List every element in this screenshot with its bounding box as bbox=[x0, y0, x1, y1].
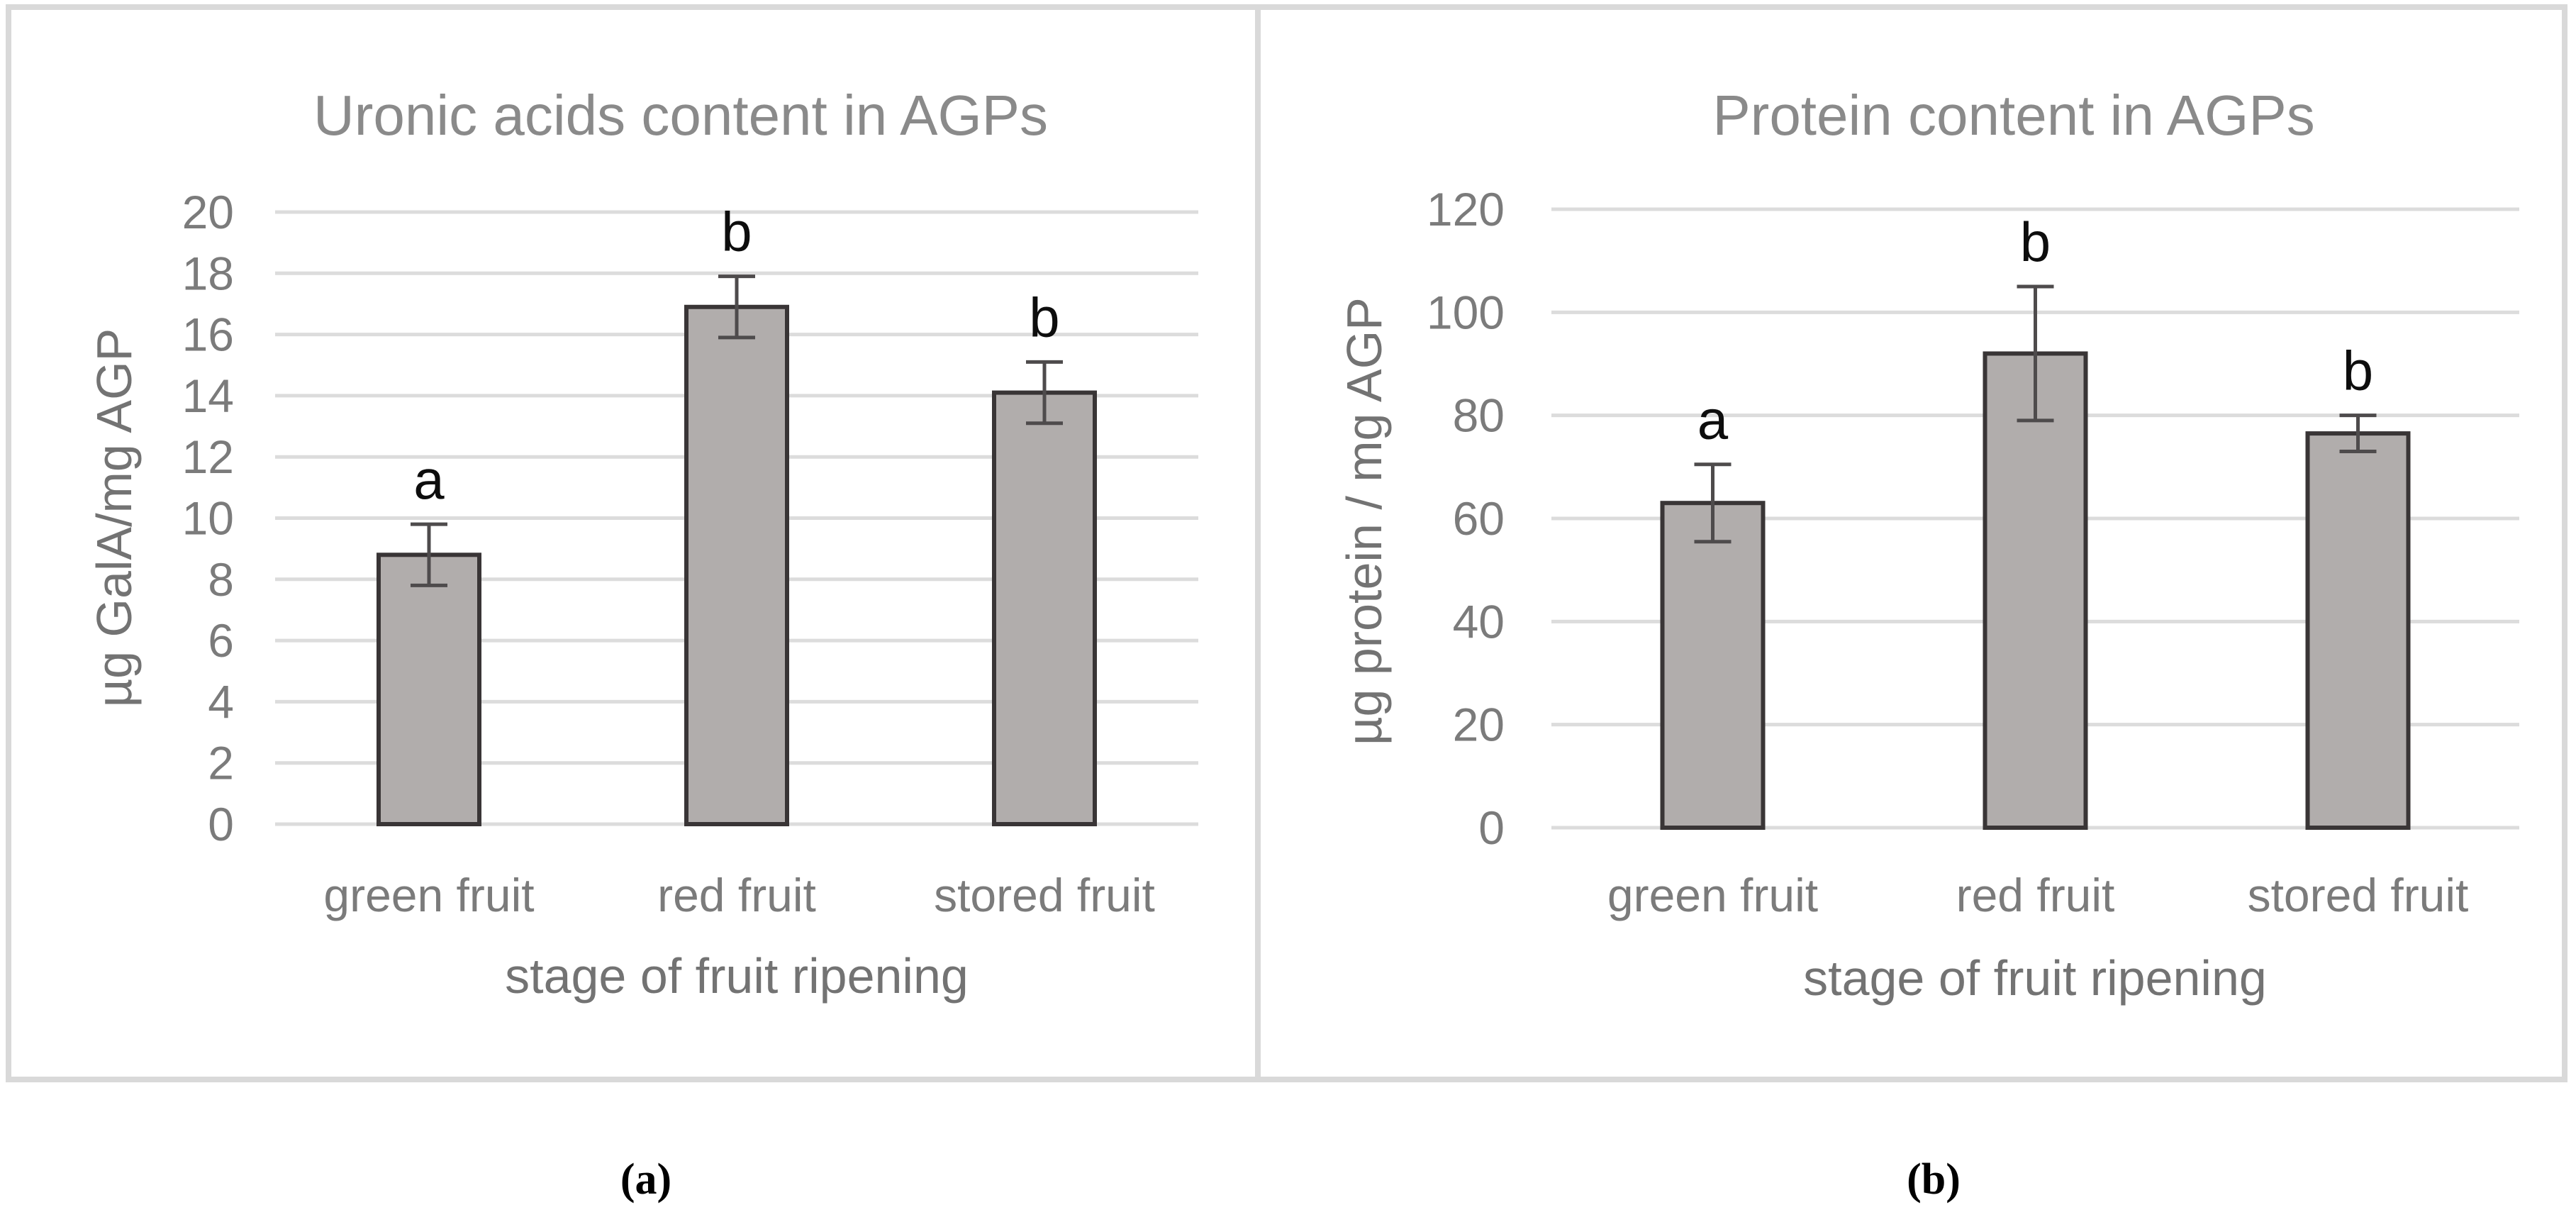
category-label-b-1: red fruit bbox=[1956, 869, 2115, 921]
chart-title-b: Protein content in AGPs bbox=[1712, 84, 2314, 147]
y-tick-label-b-0: 0 bbox=[1478, 801, 1505, 854]
sig-letter-a-0: a bbox=[413, 448, 445, 511]
category-label-a-2: stored fruit bbox=[934, 869, 1155, 921]
y-tick-label-b-60: 60 bbox=[1453, 492, 1505, 545]
y-tick-label-a-20: 20 bbox=[182, 186, 234, 238]
x-axis-label-a: stage of fruit ripening bbox=[505, 948, 969, 1004]
y-tick-label-a-4: 4 bbox=[208, 675, 234, 728]
y-tick-label-b-40: 40 bbox=[1453, 595, 1505, 648]
category-label-a-0: green fruit bbox=[323, 869, 534, 921]
y-tick-label-a-12: 12 bbox=[182, 431, 234, 483]
subfigure-caption-a: (a) bbox=[620, 1155, 672, 1204]
bar-a-green-fruit bbox=[377, 553, 481, 827]
sig-letter-a-2: b bbox=[1029, 286, 1059, 348]
chart-title-a: Uronic acids content in AGPs bbox=[313, 84, 1048, 147]
bar-b-red-fruit bbox=[1983, 351, 2088, 830]
y-tick-label-a-14: 14 bbox=[182, 370, 234, 422]
y-tick-label-a-0: 0 bbox=[208, 798, 234, 850]
y-tick-label-b-20: 20 bbox=[1453, 699, 1505, 751]
x-axis-label-b: stage of fruit ripening bbox=[1803, 950, 2267, 1006]
bar-a-red-fruit bbox=[684, 304, 789, 826]
y-tick-label-a-8: 8 bbox=[208, 553, 234, 606]
bar-b-green-fruit bbox=[1660, 501, 1766, 830]
y-tick-label-a-2: 2 bbox=[208, 737, 234, 789]
y-tick-label-b-120: 120 bbox=[1427, 183, 1505, 235]
y-tick-label-b-100: 100 bbox=[1427, 286, 1505, 338]
sig-letter-b-0: a bbox=[1697, 389, 1729, 451]
sig-letter-b-1: b bbox=[2020, 211, 2051, 273]
sig-letter-a-1: b bbox=[721, 201, 752, 263]
y-tick-label-a-10: 10 bbox=[182, 492, 234, 545]
subfigure-caption-b: (b) bbox=[1907, 1155, 1961, 1204]
bar-b-stored-fruit bbox=[2305, 431, 2411, 830]
category-label-b-2: stored fruit bbox=[2248, 869, 2469, 921]
y-tick-label-a-6: 6 bbox=[208, 614, 234, 667]
y-axis-label-a: µg GalA/mg AGP bbox=[87, 328, 142, 707]
y-tick-label-b-80: 80 bbox=[1453, 389, 1505, 442]
y-tick-label-a-16: 16 bbox=[182, 309, 234, 361]
y-tick-label-a-18: 18 bbox=[182, 247, 234, 299]
y-axis-label-b: µg protein / mg AGP bbox=[1337, 297, 1392, 745]
bar-a-stored-fruit bbox=[992, 390, 1097, 826]
category-label-a-1: red fruit bbox=[657, 869, 816, 921]
sig-letter-b-2: b bbox=[2343, 340, 2373, 402]
category-label-b-0: green fruit bbox=[1607, 869, 1818, 921]
